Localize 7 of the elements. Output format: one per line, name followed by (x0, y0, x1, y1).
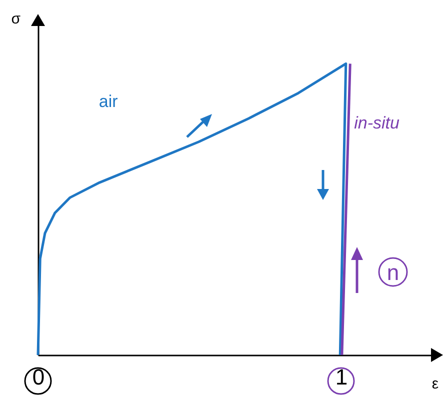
series-label: in-situ (354, 114, 400, 133)
text: air (98, 92, 118, 111)
x-tick-label: 1 (335, 364, 348, 390)
x-tick-label: 0 (32, 364, 45, 390)
y-axis-title: σ (11, 10, 22, 28)
annotation: n (386, 260, 400, 285)
x-axis-title: ε (432, 376, 439, 392)
